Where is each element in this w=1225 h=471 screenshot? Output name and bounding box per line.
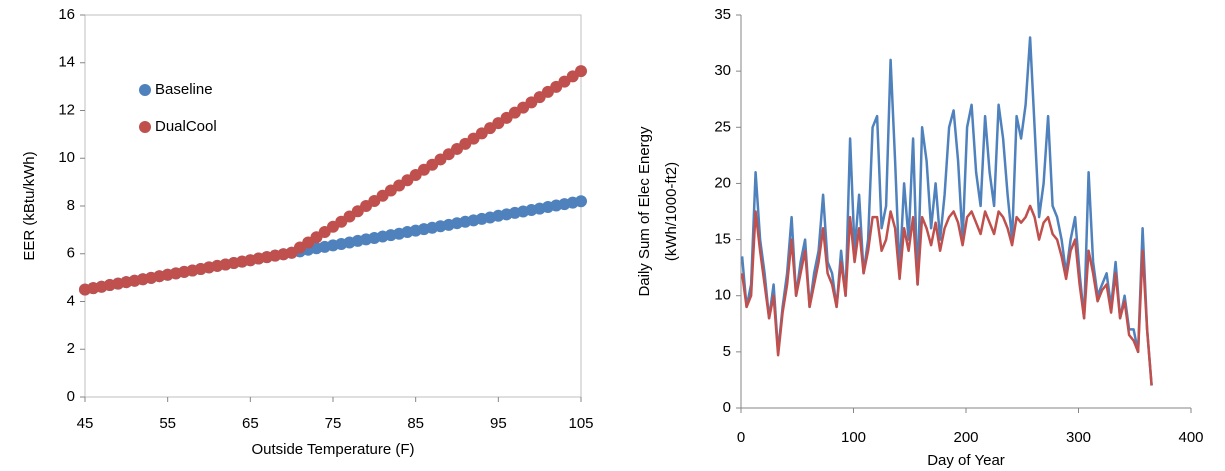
legend-marker (139, 84, 151, 96)
x-tick-label: 85 (407, 415, 424, 432)
line (740, 204, 1153, 386)
point (575, 195, 587, 208)
y-tick-label: 20 (714, 174, 731, 191)
line (740, 36, 1153, 386)
x-axis-label: Day of Year (927, 452, 1005, 469)
x-tick-label: 55 (159, 415, 176, 432)
y-axis-label: Daily Sum of Elec Energy (636, 126, 653, 297)
y-tick-label: 25 (714, 118, 731, 135)
y-tick-label: 2 (67, 340, 75, 357)
y-tick-label: 4 (67, 292, 75, 309)
x-tick-label: 65 (242, 415, 259, 432)
y-tick-label: 30 (714, 62, 731, 79)
legend-marker (139, 121, 151, 133)
y-tick-label: 10 (58, 149, 75, 166)
y-tick-label: 35 (714, 6, 731, 23)
x-tick-label: 100 (841, 429, 866, 446)
x-tick-label: 95 (490, 415, 507, 432)
y-tick-label: 12 (58, 101, 75, 118)
y-tick-label: 6 (67, 245, 75, 262)
y-axis-label: (kWh/1000-ft2) (663, 162, 680, 261)
y-tick-label: 10 (714, 287, 731, 304)
x-tick-label: 45 (77, 415, 94, 432)
x-axis-label: Outside Temperature (F) (251, 441, 414, 458)
x-tick-label: 105 (568, 415, 593, 432)
y-tick-label: 16 (58, 6, 75, 23)
y-tick-label: 14 (58, 54, 75, 71)
y-tick-label: 5 (723, 343, 731, 360)
y-tick-label: 0 (723, 399, 731, 416)
x-tick-label: 400 (1178, 429, 1203, 446)
legend-label: DualCool (155, 118, 217, 135)
x-tick-label: 75 (325, 415, 342, 432)
y-tick-label: 0 (67, 388, 75, 405)
point (575, 65, 587, 78)
x-tick-label: 0 (737, 429, 745, 446)
x-tick-label: 300 (1066, 429, 1091, 446)
x-tick-label: 200 (953, 429, 978, 446)
legend-label: Baseline (155, 81, 213, 98)
plot-frame (84, 14, 582, 398)
y-axis-label: EER (kBtu/kWh) (21, 151, 38, 260)
y-tick-label: 8 (67, 197, 75, 214)
y-tick-label: 15 (714, 231, 731, 248)
